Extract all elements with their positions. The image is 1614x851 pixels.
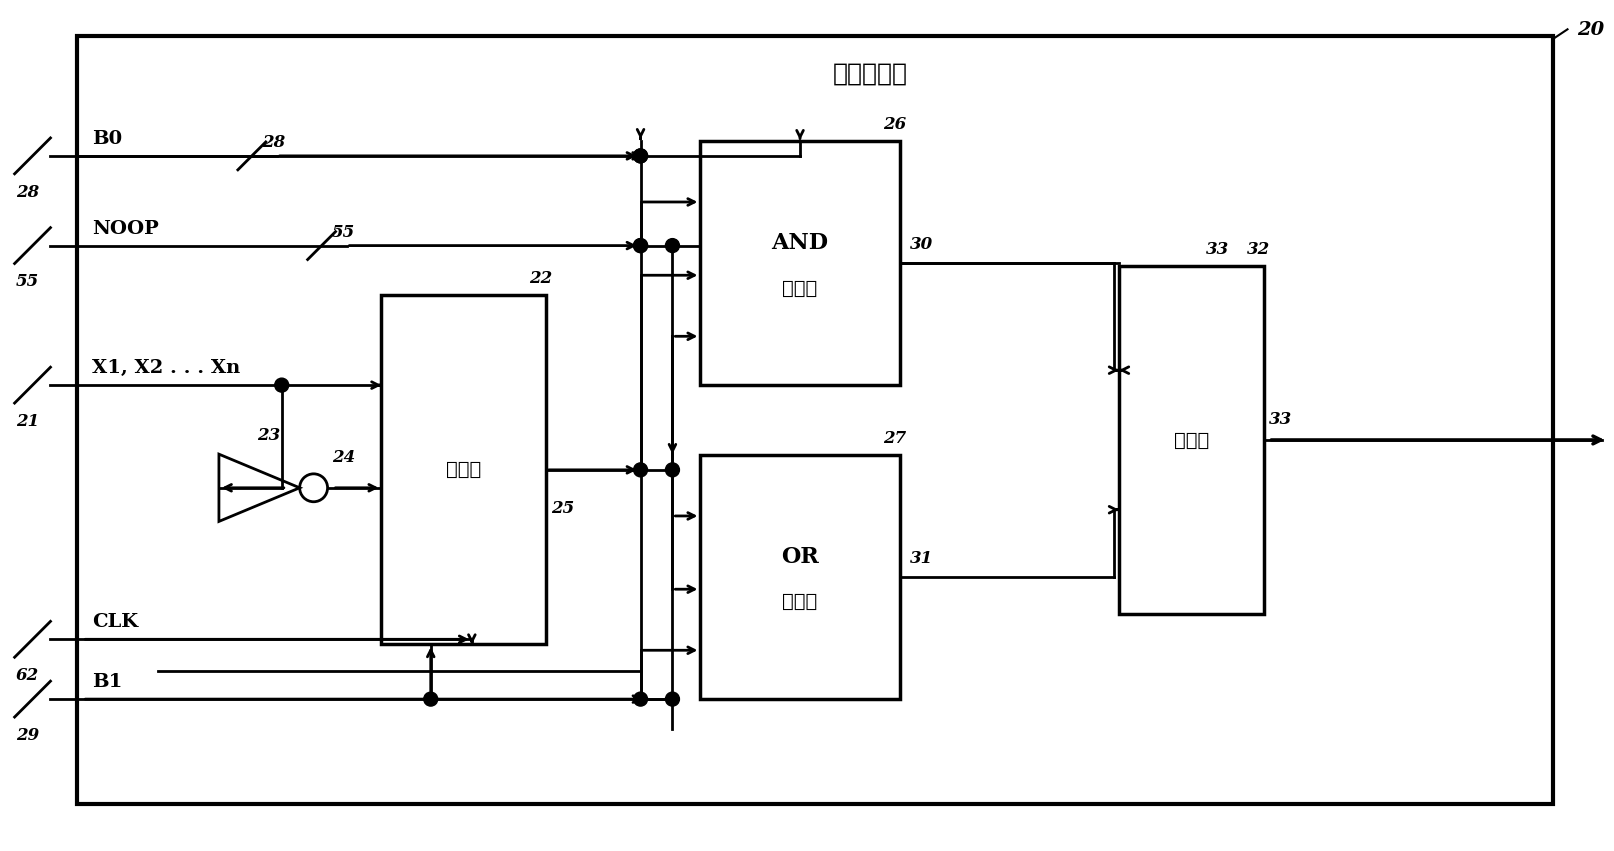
Circle shape (665, 692, 679, 706)
Text: 55: 55 (331, 224, 355, 241)
Circle shape (633, 149, 647, 163)
Circle shape (274, 378, 289, 392)
Text: OR: OR (781, 546, 818, 568)
Text: 31: 31 (909, 550, 933, 567)
Text: 33: 33 (1206, 241, 1228, 258)
Text: NOOP: NOOP (92, 220, 160, 237)
Text: 23: 23 (257, 427, 281, 444)
Text: 寄存器: 寄存器 (781, 592, 817, 611)
Circle shape (665, 238, 679, 253)
Text: 28: 28 (261, 134, 284, 151)
Text: 55: 55 (16, 273, 39, 290)
Text: B0: B0 (92, 130, 123, 148)
Circle shape (633, 238, 647, 253)
Text: 28: 28 (16, 184, 39, 201)
Text: 20: 20 (1577, 21, 1604, 39)
Text: 寄存器: 寄存器 (781, 278, 817, 298)
Bar (700, 455, 899, 700)
Text: 27: 27 (883, 430, 905, 447)
Circle shape (633, 463, 647, 477)
Circle shape (633, 238, 647, 253)
Text: 选择器: 选择器 (445, 460, 481, 479)
Text: 62: 62 (16, 667, 39, 684)
Circle shape (633, 692, 647, 706)
Text: 22: 22 (529, 271, 552, 288)
Text: 21: 21 (16, 413, 39, 430)
Text: 30: 30 (909, 236, 933, 253)
Text: X1, X2 . . . Xn: X1, X2 . . . Xn (92, 359, 240, 377)
Text: 33: 33 (1267, 411, 1291, 428)
Text: CLK: CLK (92, 614, 139, 631)
Bar (1119, 266, 1262, 614)
Circle shape (665, 463, 679, 477)
Text: 25: 25 (550, 500, 573, 517)
Bar (700, 141, 899, 386)
Text: 24: 24 (332, 448, 355, 465)
Text: 选择器: 选择器 (1173, 431, 1209, 449)
Text: 29: 29 (16, 727, 39, 744)
Bar (381, 295, 546, 644)
Circle shape (633, 149, 647, 163)
Text: 一位处理器: 一位处理器 (831, 61, 907, 85)
Text: B1: B1 (92, 673, 123, 691)
Text: AND: AND (771, 232, 828, 254)
Circle shape (423, 692, 437, 706)
Text: 32: 32 (1246, 241, 1269, 258)
Text: 26: 26 (883, 116, 905, 133)
